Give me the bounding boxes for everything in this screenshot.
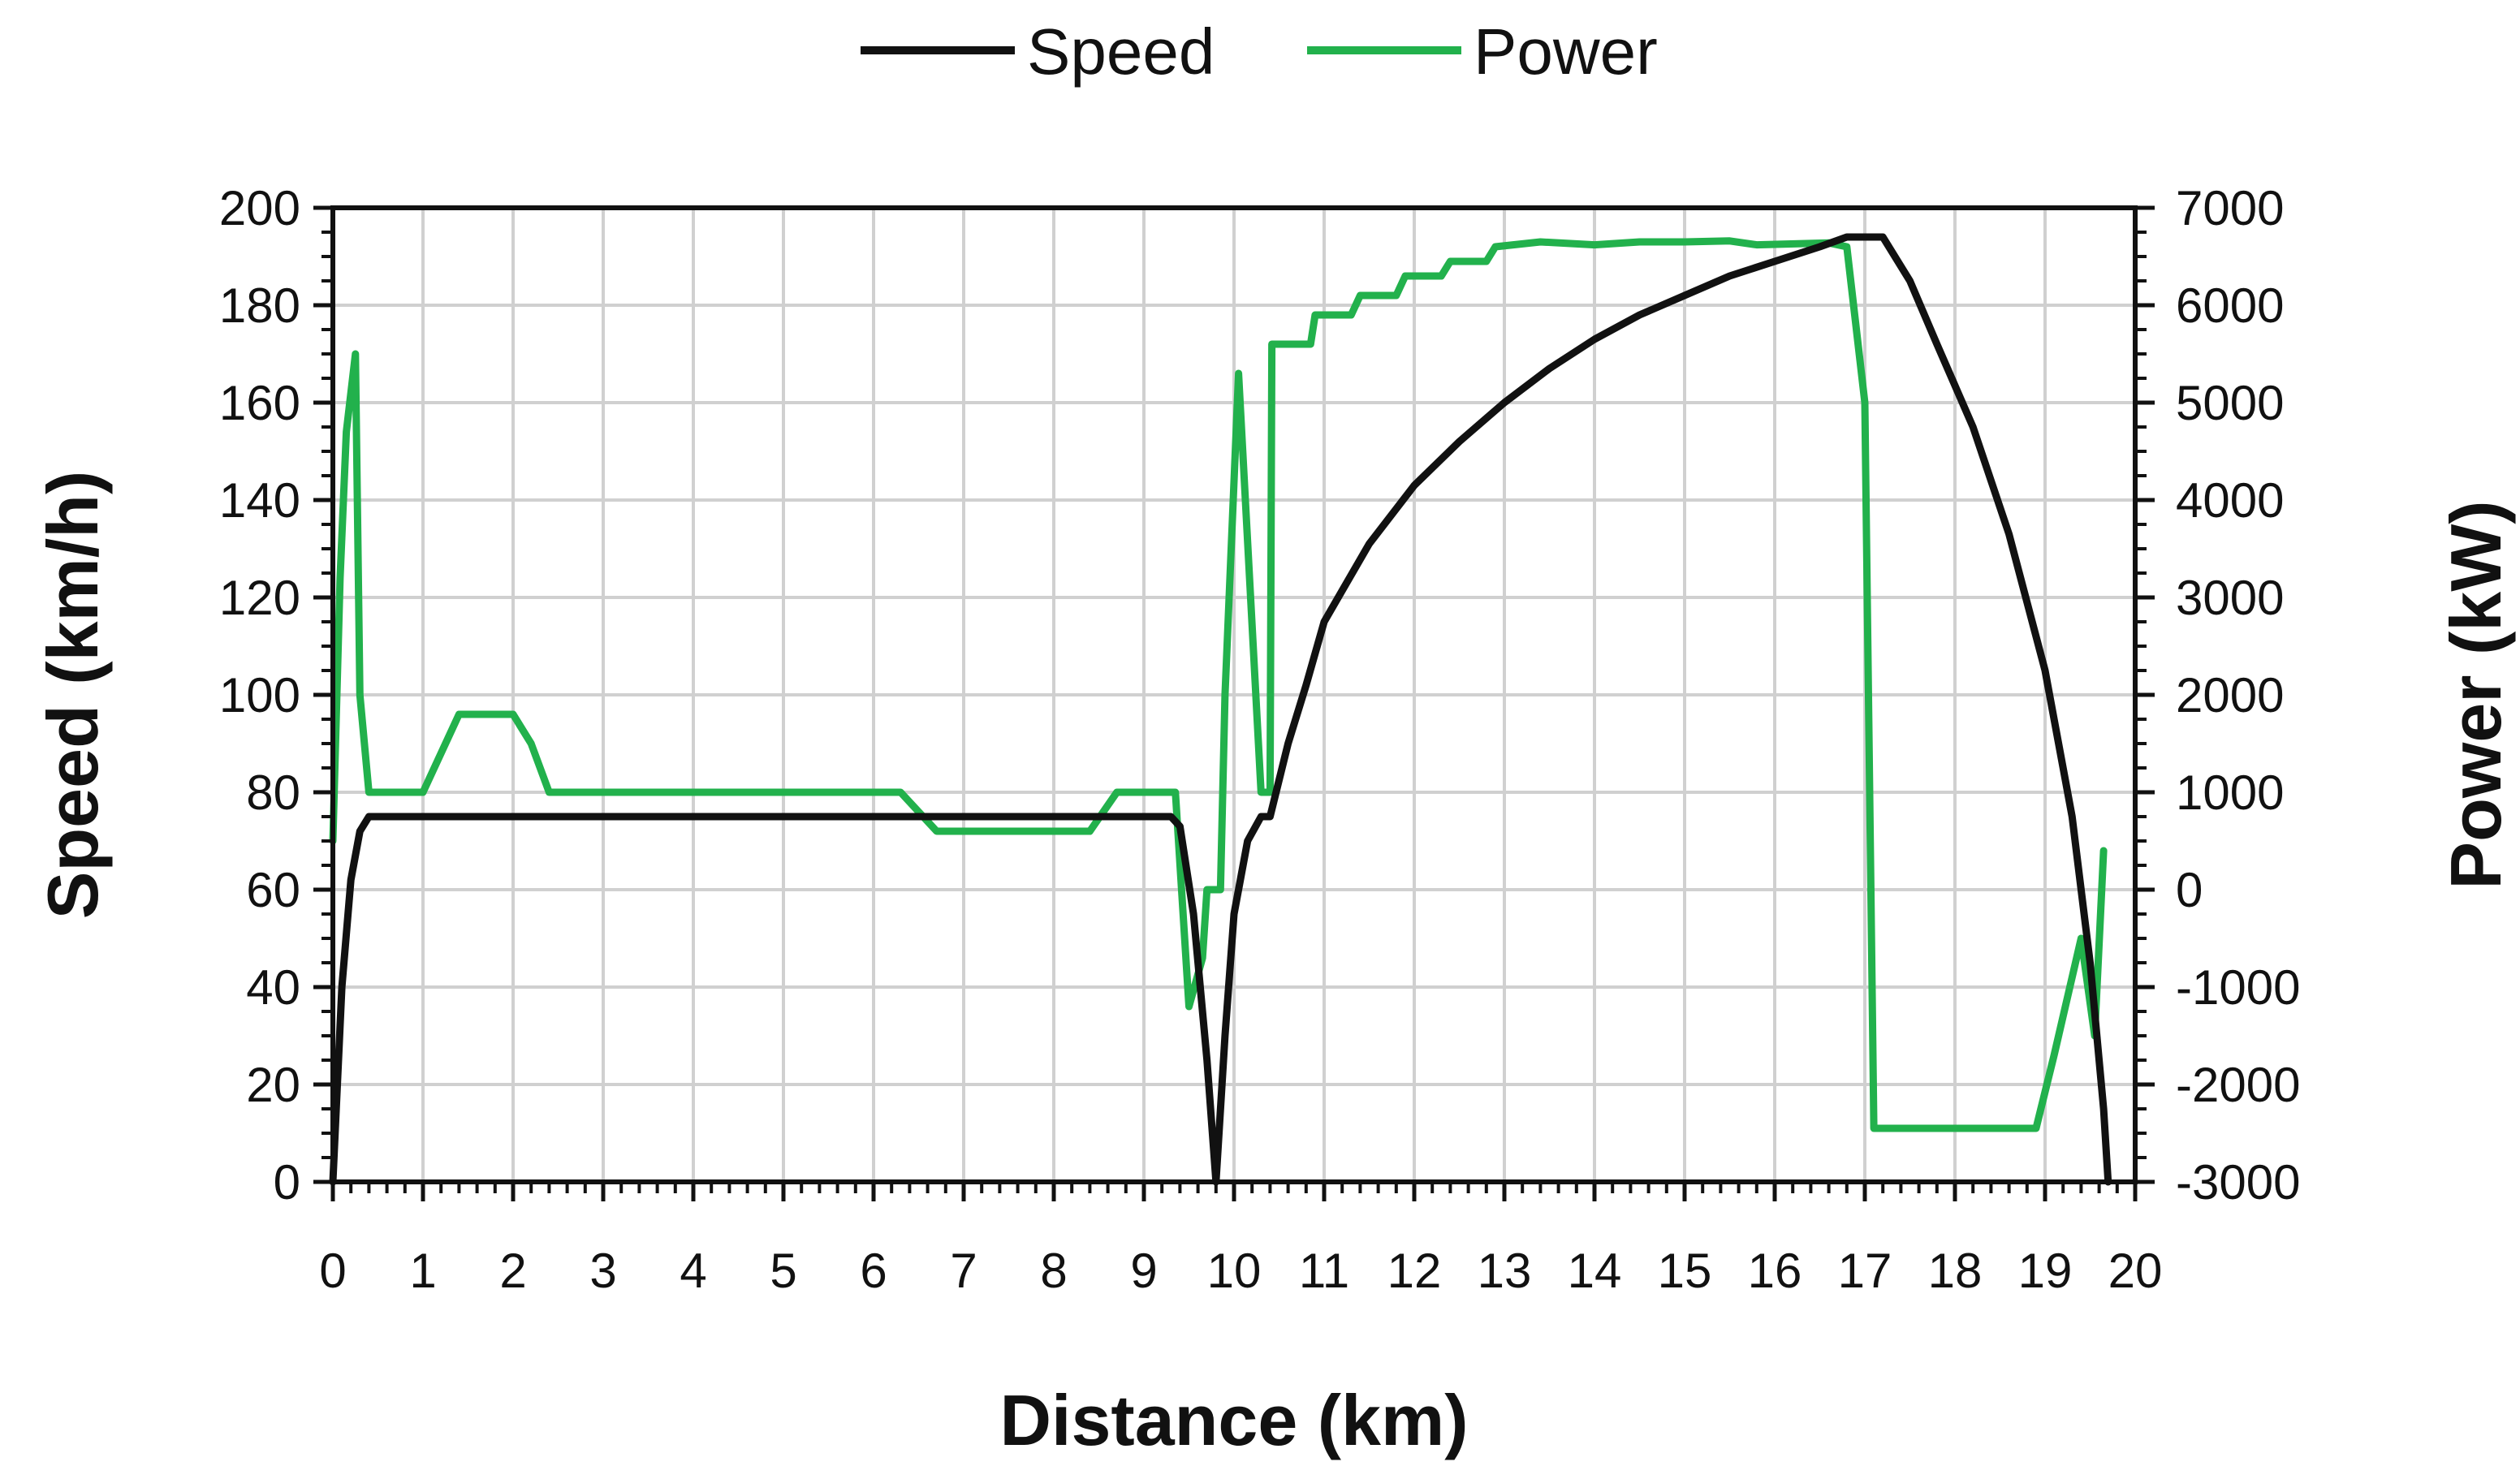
- x-tick-label: 2: [499, 1244, 526, 1298]
- x-tick-label: 17: [1838, 1244, 1892, 1298]
- x-tick-label: 20: [2108, 1244, 2163, 1298]
- y-right-tick-label: 7000: [2176, 181, 2284, 235]
- legend: Speed Power: [861, 15, 1658, 88]
- x-tick-label: 14: [1568, 1244, 1622, 1298]
- y-right-tick-label: 6000: [2176, 278, 2284, 333]
- y-left-tick-label: 200: [219, 181, 300, 235]
- y-right-tick-label: 1000: [2176, 765, 2284, 820]
- y-left-tick-label: 80: [246, 765, 300, 820]
- x-tick-label: 9: [1130, 1244, 1157, 1298]
- x-tick-label: 5: [770, 1244, 796, 1298]
- y-right-axis-title: Power (kW): [2436, 500, 2516, 889]
- y-left-tick-label: 40: [246, 960, 300, 1015]
- y-right-tick-label: 0: [2176, 863, 2203, 917]
- x-axis-title: Distance (km): [999, 1380, 1468, 1460]
- legend-label-power: Power: [1474, 15, 1658, 88]
- y-right-tick-label: 5000: [2176, 376, 2284, 430]
- x-tick-label: 0: [319, 1244, 346, 1298]
- x-tick-label: 10: [1207, 1244, 1262, 1298]
- y-left-tick-label: 180: [219, 278, 300, 333]
- y-left-tick-label: 100: [219, 668, 300, 722]
- y-left-tick-label: 140: [219, 473, 300, 528]
- y-right-tick-label: 4000: [2176, 473, 2284, 528]
- x-tick-label: 13: [1478, 1244, 1532, 1298]
- x-tick-label: 4: [680, 1244, 706, 1298]
- x-tick-label: 3: [589, 1244, 616, 1298]
- x-tick-label: 6: [860, 1244, 887, 1298]
- series-line-speed: [329, 233, 2112, 1186]
- x-tick-label: 7: [950, 1244, 977, 1298]
- y-left-tick-label: 160: [219, 376, 300, 430]
- x-tick-label: 8: [1040, 1244, 1067, 1298]
- y-right-tick-label: -1000: [2176, 960, 2300, 1015]
- x-tick-label: 18: [1928, 1244, 1983, 1298]
- y-right-tick-label: 3000: [2176, 571, 2284, 625]
- series-line-power: [329, 237, 2108, 1132]
- y-right-tick-label: -2000: [2176, 1058, 2300, 1112]
- x-tick-label: 15: [1658, 1244, 1712, 1298]
- x-tick-label: 16: [1748, 1244, 1802, 1298]
- grid-lines: [333, 208, 2135, 1182]
- y-left-tick-label: 60: [246, 863, 300, 917]
- tick-labels: 0 1 2 3 4 5 6 7 8 9 10 11 12 13 14 15 16 17 18 19 2002040608…: [219, 181, 2301, 1298]
- x-tick-label: 1: [409, 1244, 436, 1298]
- y-right-tick-label: -3000: [2176, 1155, 2300, 1210]
- y-left-tick-label: 20: [246, 1058, 300, 1112]
- y-left-axis-title: Speed (km/h): [32, 471, 113, 920]
- axis-ticks: [313, 205, 2155, 1201]
- y-left-tick-label: 0: [274, 1155, 300, 1210]
- x-tick-label: 12: [1387, 1244, 1442, 1298]
- y-left-tick-label: 120: [219, 571, 300, 625]
- legend-label-speed: Speed: [1027, 15, 1215, 88]
- x-tick-label: 19: [2018, 1244, 2073, 1298]
- x-tick-label: 11: [1299, 1244, 1349, 1298]
- y-right-tick-label: 2000: [2176, 668, 2284, 722]
- series-lines: [329, 233, 2112, 1186]
